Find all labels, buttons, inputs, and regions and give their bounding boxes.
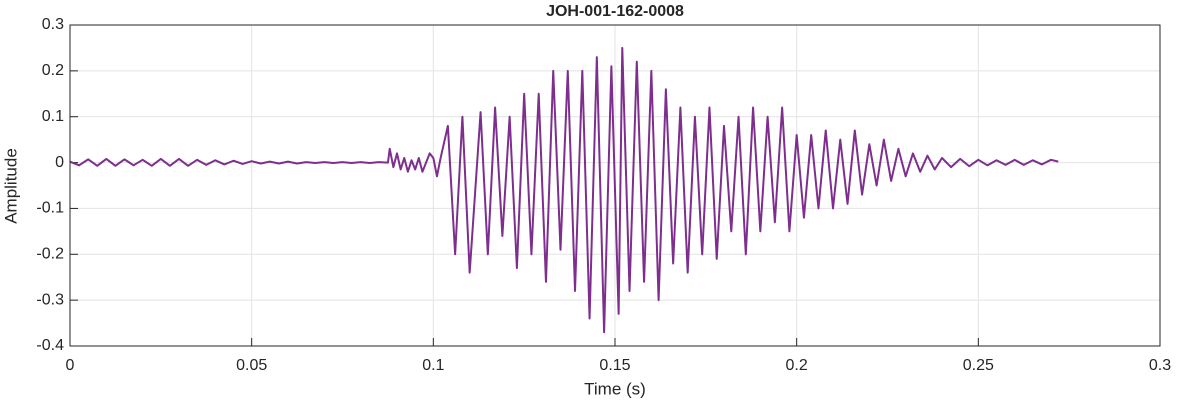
axes-box xyxy=(69,24,1161,347)
y-tick-label: -0.2 xyxy=(36,246,64,263)
x-tick-label: 0.3 xyxy=(1149,357,1171,374)
y-tick-label: 0.3 xyxy=(42,16,64,33)
x-tick-label: 0.15 xyxy=(599,357,630,374)
x-tick-label: 0 xyxy=(66,357,75,374)
x-tick-label: 0.1 xyxy=(422,357,444,374)
x-tick-label: 0.2 xyxy=(786,357,808,374)
y-tick-label: 0 xyxy=(55,154,64,171)
y-tick-label: -0.4 xyxy=(36,337,64,354)
chart-title: JOH-001-162-0008 xyxy=(546,3,684,20)
y-tick-label: 0.2 xyxy=(42,62,64,79)
x-tick-label: 0.05 xyxy=(236,357,267,374)
y-tick-label: -0.3 xyxy=(36,291,64,308)
y-tick-label: 0.1 xyxy=(42,108,64,125)
x-axis-label: Time (s) xyxy=(584,379,646,398)
x-tick-label: 0.25 xyxy=(963,357,994,374)
y-tick-label: -0.1 xyxy=(36,200,64,217)
waveform-line xyxy=(69,46,1059,334)
y-axis-label: Amplitude xyxy=(1,148,20,224)
